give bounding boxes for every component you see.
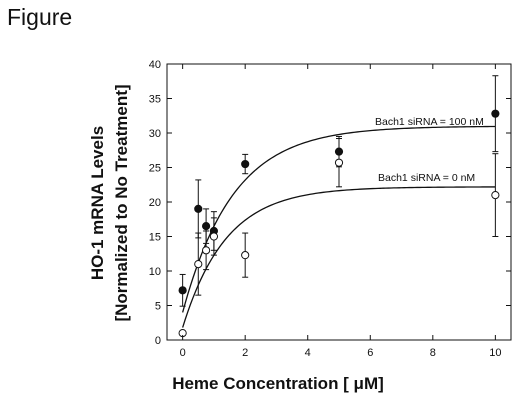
y-ticks: 0 5 10 15 20 25 30 35 40	[149, 59, 511, 347]
x-axis-title: Heme Concentration [ μM]	[172, 374, 384, 393]
data-point-series-0	[194, 204, 203, 213]
y-tick-label: 35	[149, 94, 161, 106]
x-tick-label: 6	[367, 347, 373, 359]
y-tick-label: 15	[149, 232, 161, 244]
x-tick-label: 4	[305, 347, 311, 359]
y-tick-label: 5	[155, 301, 161, 313]
x-tick-label: 2	[242, 347, 248, 359]
y-axis-title-line2: [Normalized to No Treatment]	[112, 84, 131, 321]
y-tick-label: 0	[155, 335, 161, 347]
y-axis-title-line1: HO-1 mRNA Levels	[88, 126, 107, 280]
data-point-series-1	[334, 158, 344, 167]
annotation-siRNA-100: Bach1 siRNA = 100 nM	[375, 116, 484, 128]
fit-curves	[182, 125, 496, 328]
y-tick-label: 25	[149, 163, 161, 175]
x-ticks: 0 2 4 6 8 10	[180, 64, 501, 359]
plot-frame	[166, 63, 512, 341]
data-point-series-0	[491, 109, 500, 118]
data-point-series-1	[201, 246, 211, 255]
x-tick-label: 10	[489, 347, 501, 359]
y-tick-label: 30	[149, 128, 161, 140]
y-tick-label: 10	[149, 266, 161, 278]
data-point-series-0	[201, 222, 211, 231]
annotation-siRNA-0: Bach1 siRNA = 0 nM	[378, 172, 475, 184]
y-tick-label: 40	[149, 59, 161, 71]
data-point-series-0	[334, 147, 344, 156]
data-point-series-1	[241, 251, 250, 260]
data-points	[178, 109, 500, 338]
data-point-series-1	[491, 191, 500, 200]
x-tick-label: 8	[430, 347, 436, 359]
fit-curve-series-1	[182, 186, 496, 328]
figure-label: Figure	[7, 4, 73, 30]
data-point-series-0	[241, 159, 250, 169]
data-point-series-1	[194, 260, 203, 269]
x-tick-label: 0	[180, 347, 186, 359]
y-tick-label: 20	[149, 197, 161, 209]
data-point-series-1	[209, 232, 219, 241]
data-point-series-0	[178, 286, 187, 295]
fit-curve-series-0	[182, 125, 496, 313]
